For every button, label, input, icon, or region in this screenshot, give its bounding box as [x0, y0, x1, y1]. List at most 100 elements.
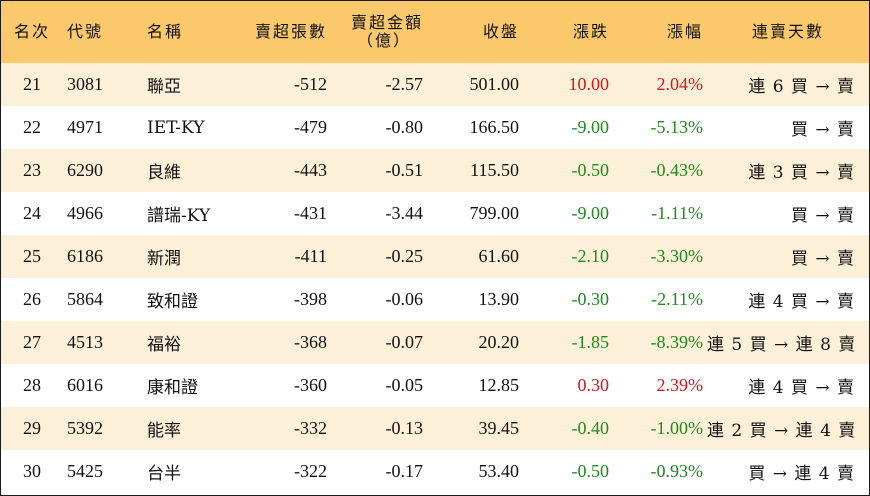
cell-close: 39.45 — [478, 418, 520, 438]
cell-sell-volume: -332 — [294, 418, 327, 438]
cell-rank: 23 — [23, 160, 41, 180]
header-close[interactable]: 收盤 — [482, 22, 519, 41]
cell-name: 福裕 — [147, 335, 181, 355]
cell-change: -2.10 — [571, 246, 610, 266]
cell-code: 5864 — [67, 289, 103, 309]
cell-change: -0.40 — [571, 418, 610, 438]
cell-code: 6016 — [67, 375, 103, 395]
cell-sell-amount: -0.51 — [385, 160, 424, 180]
cell-code: 6290 — [67, 160, 103, 180]
table-header-row: 名次 代號 名稱 賣超張數 賣超金額 （億） 收盤 漲跌 漲幅 連賣天數 — [1, 1, 869, 63]
cell-change: 0.30 — [577, 375, 610, 395]
header-sell-volume[interactable]: 賣超張數 — [254, 22, 327, 41]
cell-pct: -1.11% — [651, 203, 703, 223]
cell-code: 6186 — [67, 246, 103, 266]
cell-sell-amount: -3.44 — [385, 203, 424, 223]
cell-close: 61.60 — [478, 246, 520, 266]
cell-streak: 買 → 連 4 賣 — [748, 464, 855, 484]
cell-code: 4513 — [67, 332, 103, 352]
cell-close: 166.50 — [469, 117, 520, 137]
header-code[interactable]: 代號 — [67, 22, 104, 41]
table-row[interactable]: 25 6186 新潤 -411 -0.25 61.60 -2.10 -3.30% 買 → 賣 — [1, 235, 869, 278]
table-row[interactable]: 22 4971 IET-KY -479 -0.80 166.50 -9.00 -5.13% 買 … — [1, 106, 869, 149]
cell-sell-volume: -512 — [294, 74, 327, 94]
cell-streak: 連 2 買 → 連 4 賣 — [707, 421, 857, 441]
cell-name: 新潤 — [147, 249, 181, 269]
cell-streak: 連 5 買 → 連 8 賣 — [707, 335, 857, 355]
header-rank[interactable]: 名次 — [13, 22, 50, 41]
cell-name: 聯亞 — [147, 77, 181, 97]
table-row[interactable]: 27 4513 福裕 -368 -0.07 20.20 -1.85 -8.39% 連 5 買 →… — [1, 321, 869, 364]
cell-pct: -1.00% — [650, 418, 704, 438]
cell-pct: -3.30% — [650, 246, 704, 266]
cell-change: -1.85 — [571, 332, 610, 352]
cell-change: -9.00 — [571, 117, 610, 137]
cell-sell-volume: -398 — [294, 289, 327, 309]
cell-sell-amount: -0.13 — [385, 418, 424, 438]
table-row[interactable]: 23 6290 良維 -443 -0.51 115.50 -0.50 -0.43% 連 3 買 … — [1, 149, 869, 192]
cell-sell-volume: -443 — [294, 160, 327, 180]
header-sell-amount[interactable]: 賣超金額 （億） — [331, 1, 427, 63]
cell-sell-amount: -0.25 — [385, 246, 424, 266]
cell-close: 501.00 — [469, 74, 520, 94]
cell-sell-volume: -411 — [294, 246, 327, 266]
cell-name: 良維 — [147, 163, 181, 183]
cell-streak: 買 → 賣 — [790, 249, 855, 269]
cell-name: 台半 — [147, 464, 181, 484]
table-row[interactable]: 26 5864 致和證 -398 -0.06 13.90 -0.30 -2.11% 連 4 買 … — [1, 278, 869, 321]
cell-change: -0.50 — [571, 461, 610, 481]
table-row[interactable]: 21 3081 聯亞 -512 -2.57 501.00 10.00 2.04% 連 6 買 →… — [1, 63, 869, 106]
cell-name: 譜瑞-KY — [147, 206, 211, 226]
cell-rank: 21 — [23, 74, 41, 94]
cell-streak: 連 6 買 → 賣 — [748, 77, 855, 97]
cell-name: 康和證 — [147, 378, 198, 398]
cell-rank: 26 — [23, 289, 41, 309]
cell-close: 13.90 — [478, 289, 520, 309]
cell-streak: 連 4 買 → 賣 — [748, 292, 855, 312]
table-row[interactable]: 28 6016 康和證 -360 -0.05 12.85 0.30 2.39% 連 4 買 → … — [1, 364, 869, 407]
cell-code: 5425 — [67, 461, 103, 481]
cell-sell-amount: -0.07 — [385, 332, 424, 352]
cell-sell-amount: -0.06 — [385, 289, 424, 309]
header-name[interactable]: 名稱 — [147, 22, 184, 41]
cell-pct: 2.04% — [656, 74, 704, 94]
cell-close: 53.40 — [478, 461, 520, 481]
cell-rank: 22 — [23, 117, 41, 137]
cell-sell-amount: -0.80 — [385, 117, 424, 137]
cell-change: -9.00 — [571, 203, 610, 223]
cell-rank: 24 — [23, 203, 41, 223]
cell-sell-volume: -368 — [294, 332, 327, 352]
cell-sell-volume: -360 — [294, 375, 327, 395]
table-row[interactable]: 29 5392 能率 -332 -0.13 39.45 -0.40 -1.00% 連 2 買 →… — [1, 407, 869, 450]
table-body: 21 3081 聯亞 -512 -2.57 501.00 10.00 2.04% 連 6 買 →… — [1, 63, 869, 493]
cell-sell-volume: -479 — [294, 117, 327, 137]
cell-rank: 28 — [23, 375, 41, 395]
cell-name: 致和證 — [147, 292, 198, 312]
table-row[interactable]: 30 5425 台半 -322 -0.17 53.40 -0.50 -0.93% 買 → 連 4… — [1, 450, 869, 493]
cell-code: 3081 — [67, 74, 103, 94]
header-streak[interactable]: 連賣天數 — [751, 22, 824, 41]
cell-pct: -0.43% — [650, 160, 704, 180]
cell-code: 4966 — [67, 203, 103, 223]
cell-sell-amount: -0.17 — [385, 461, 424, 481]
cell-name: IET-KY — [147, 117, 205, 138]
cell-streak: 連 3 買 → 賣 — [748, 163, 855, 183]
cell-streak: 買 → 賣 — [790, 206, 855, 226]
cell-rank: 27 — [23, 332, 41, 352]
cell-streak: 連 4 買 → 賣 — [748, 378, 855, 398]
table-row[interactable]: 24 4966 譜瑞-KY -431 -3.44 799.00 -9.00 -1.11% 買 →… — [1, 192, 869, 235]
cell-pct: -0.93% — [650, 461, 704, 481]
cell-close: 115.50 — [470, 160, 519, 180]
cell-change: 10.00 — [568, 74, 610, 94]
header-change[interactable]: 漲跌 — [572, 22, 609, 41]
cell-code: 5392 — [67, 418, 103, 438]
cell-name: 能率 — [147, 421, 181, 441]
cell-sell-amount: -0.05 — [385, 375, 424, 395]
cell-rank: 25 — [23, 246, 41, 266]
header-pct[interactable]: 漲幅 — [666, 22, 703, 41]
cell-pct: -5.13% — [650, 117, 704, 137]
cell-sell-volume: -431 — [294, 203, 327, 223]
cell-pct: -2.11% — [651, 289, 703, 309]
